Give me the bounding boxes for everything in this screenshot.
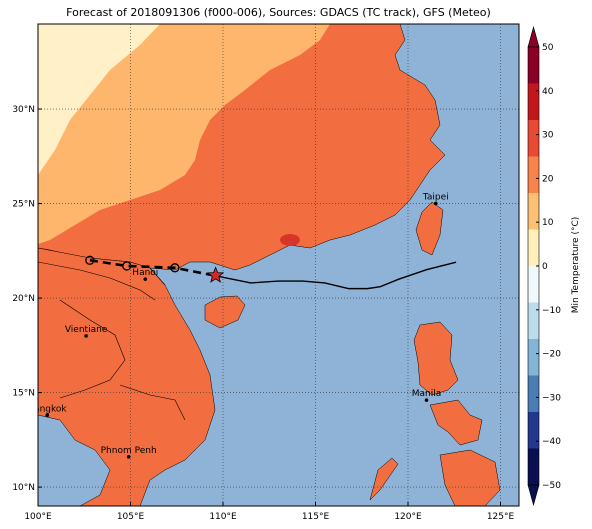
storm-position-icon: [206, 266, 225, 283]
city-label: Hanoi: [132, 268, 158, 278]
city-marker: [84, 334, 88, 338]
colorbar-tick-label: −10: [542, 306, 561, 316]
colorbar-extend-top: [527, 25, 540, 48]
tc-forecast-point: [170, 263, 180, 273]
colorbar-segment: [528, 339, 539, 376]
lon-tick-label: 100°E: [24, 512, 52, 522]
lat-tick-label: 30°N: [12, 105, 35, 115]
colorbar-tick-label: 40: [542, 87, 554, 97]
colorbar-tick-label: −30: [542, 393, 561, 403]
city-label: Manila: [412, 389, 442, 399]
tc-forecast-point: [85, 255, 95, 265]
lat-tick-label: 20°N: [12, 294, 35, 304]
colorbar-segment: [528, 412, 539, 449]
colorbar-title: Min Temperature (°C): [571, 217, 581, 314]
lon-tick-label: 120°E: [394, 512, 422, 522]
hot-spot-region: [280, 234, 300, 246]
map-frame: [37, 23, 520, 507]
colorbar-tick-label: −50: [542, 481, 561, 491]
colorbar-segment: [528, 229, 539, 267]
lon-tick-label: 105°E: [117, 512, 145, 522]
colorbar-segment: [528, 448, 539, 486]
latitude-ticks: 10°N 15°N 20°N 25°N 30°N: [12, 105, 42, 493]
city-label: Phnom Penh: [101, 446, 157, 456]
lat-tick-label: 15°N: [12, 389, 35, 399]
longitude-ticks: 100°E 105°E 110°E 115°E 120°E 125°E: [24, 502, 514, 522]
tc-track-observed: [213, 261, 457, 290]
colorbar-tick-label: −20: [542, 350, 561, 360]
colorbar-extend-bottom: [527, 484, 540, 507]
lat-tick-label: 25°N: [12, 200, 35, 210]
country-borders: [38, 261, 186, 421]
colorbar-tick-label: 20: [542, 174, 554, 184]
city-labels: Taipei Hanoi Vientiane Manila Bangkok Phnom P…: [28, 193, 449, 459]
tc-forecast-point: [122, 261, 132, 271]
city-marker: [143, 277, 148, 281]
tc-forecast-points: [85, 255, 180, 273]
visayas-islands: [429, 399, 483, 446]
gulf-of-thailand: [38, 414, 111, 506]
palawan-island: [369, 457, 399, 501]
colorbar-segment: [528, 156, 539, 194]
city-label: Taipei: [422, 193, 449, 203]
city-marker: [433, 201, 438, 206]
colorbar-tick-label: 50: [542, 43, 554, 53]
lon-tick-label: 125°E: [487, 512, 515, 522]
city-label: Vientiane: [65, 325, 108, 335]
taiwan-island: [415, 201, 444, 256]
lat-tick-label: 10°N: [12, 483, 35, 493]
colorbar-segment: [528, 375, 539, 413]
luzon-island: [413, 321, 459, 396]
tc-track-forecast: [89, 258, 214, 277]
interior-mild-region: [38, 24, 330, 244]
northwest-cool-region: [38, 24, 160, 175]
lon-tick-label: 115°E: [302, 512, 330, 522]
mindanao-island: [439, 449, 501, 506]
colorbar-segment: [528, 266, 539, 303]
colorbar-segment: [528, 83, 539, 121]
hainan-island: [204, 295, 246, 329]
colorbar-segment: [528, 120, 539, 157]
map-title: Forecast of 2018091306 (f000-006), Sourc…: [66, 6, 491, 19]
lon-tick-label: 110°E: [209, 512, 237, 522]
city-marker: [126, 455, 131, 459]
colorbar-tick-label: 0: [542, 262, 548, 272]
colorbar-tick-label: 30: [542, 131, 554, 141]
colorbar-segment: [528, 302, 539, 340]
city-marker: [45, 413, 50, 418]
colorbar-segment: [528, 47, 539, 84]
colorbar: 50 40 30 20 10 0 −10 −20 −30 −40 −50: [527, 25, 561, 507]
colorbar-tick-label: −40: [542, 437, 561, 447]
city-label: Bangkok: [28, 404, 68, 414]
city-marker: [424, 398, 429, 402]
colorbar-tick-label: 10: [542, 218, 554, 228]
colorbar-segment: [528, 193, 539, 230]
